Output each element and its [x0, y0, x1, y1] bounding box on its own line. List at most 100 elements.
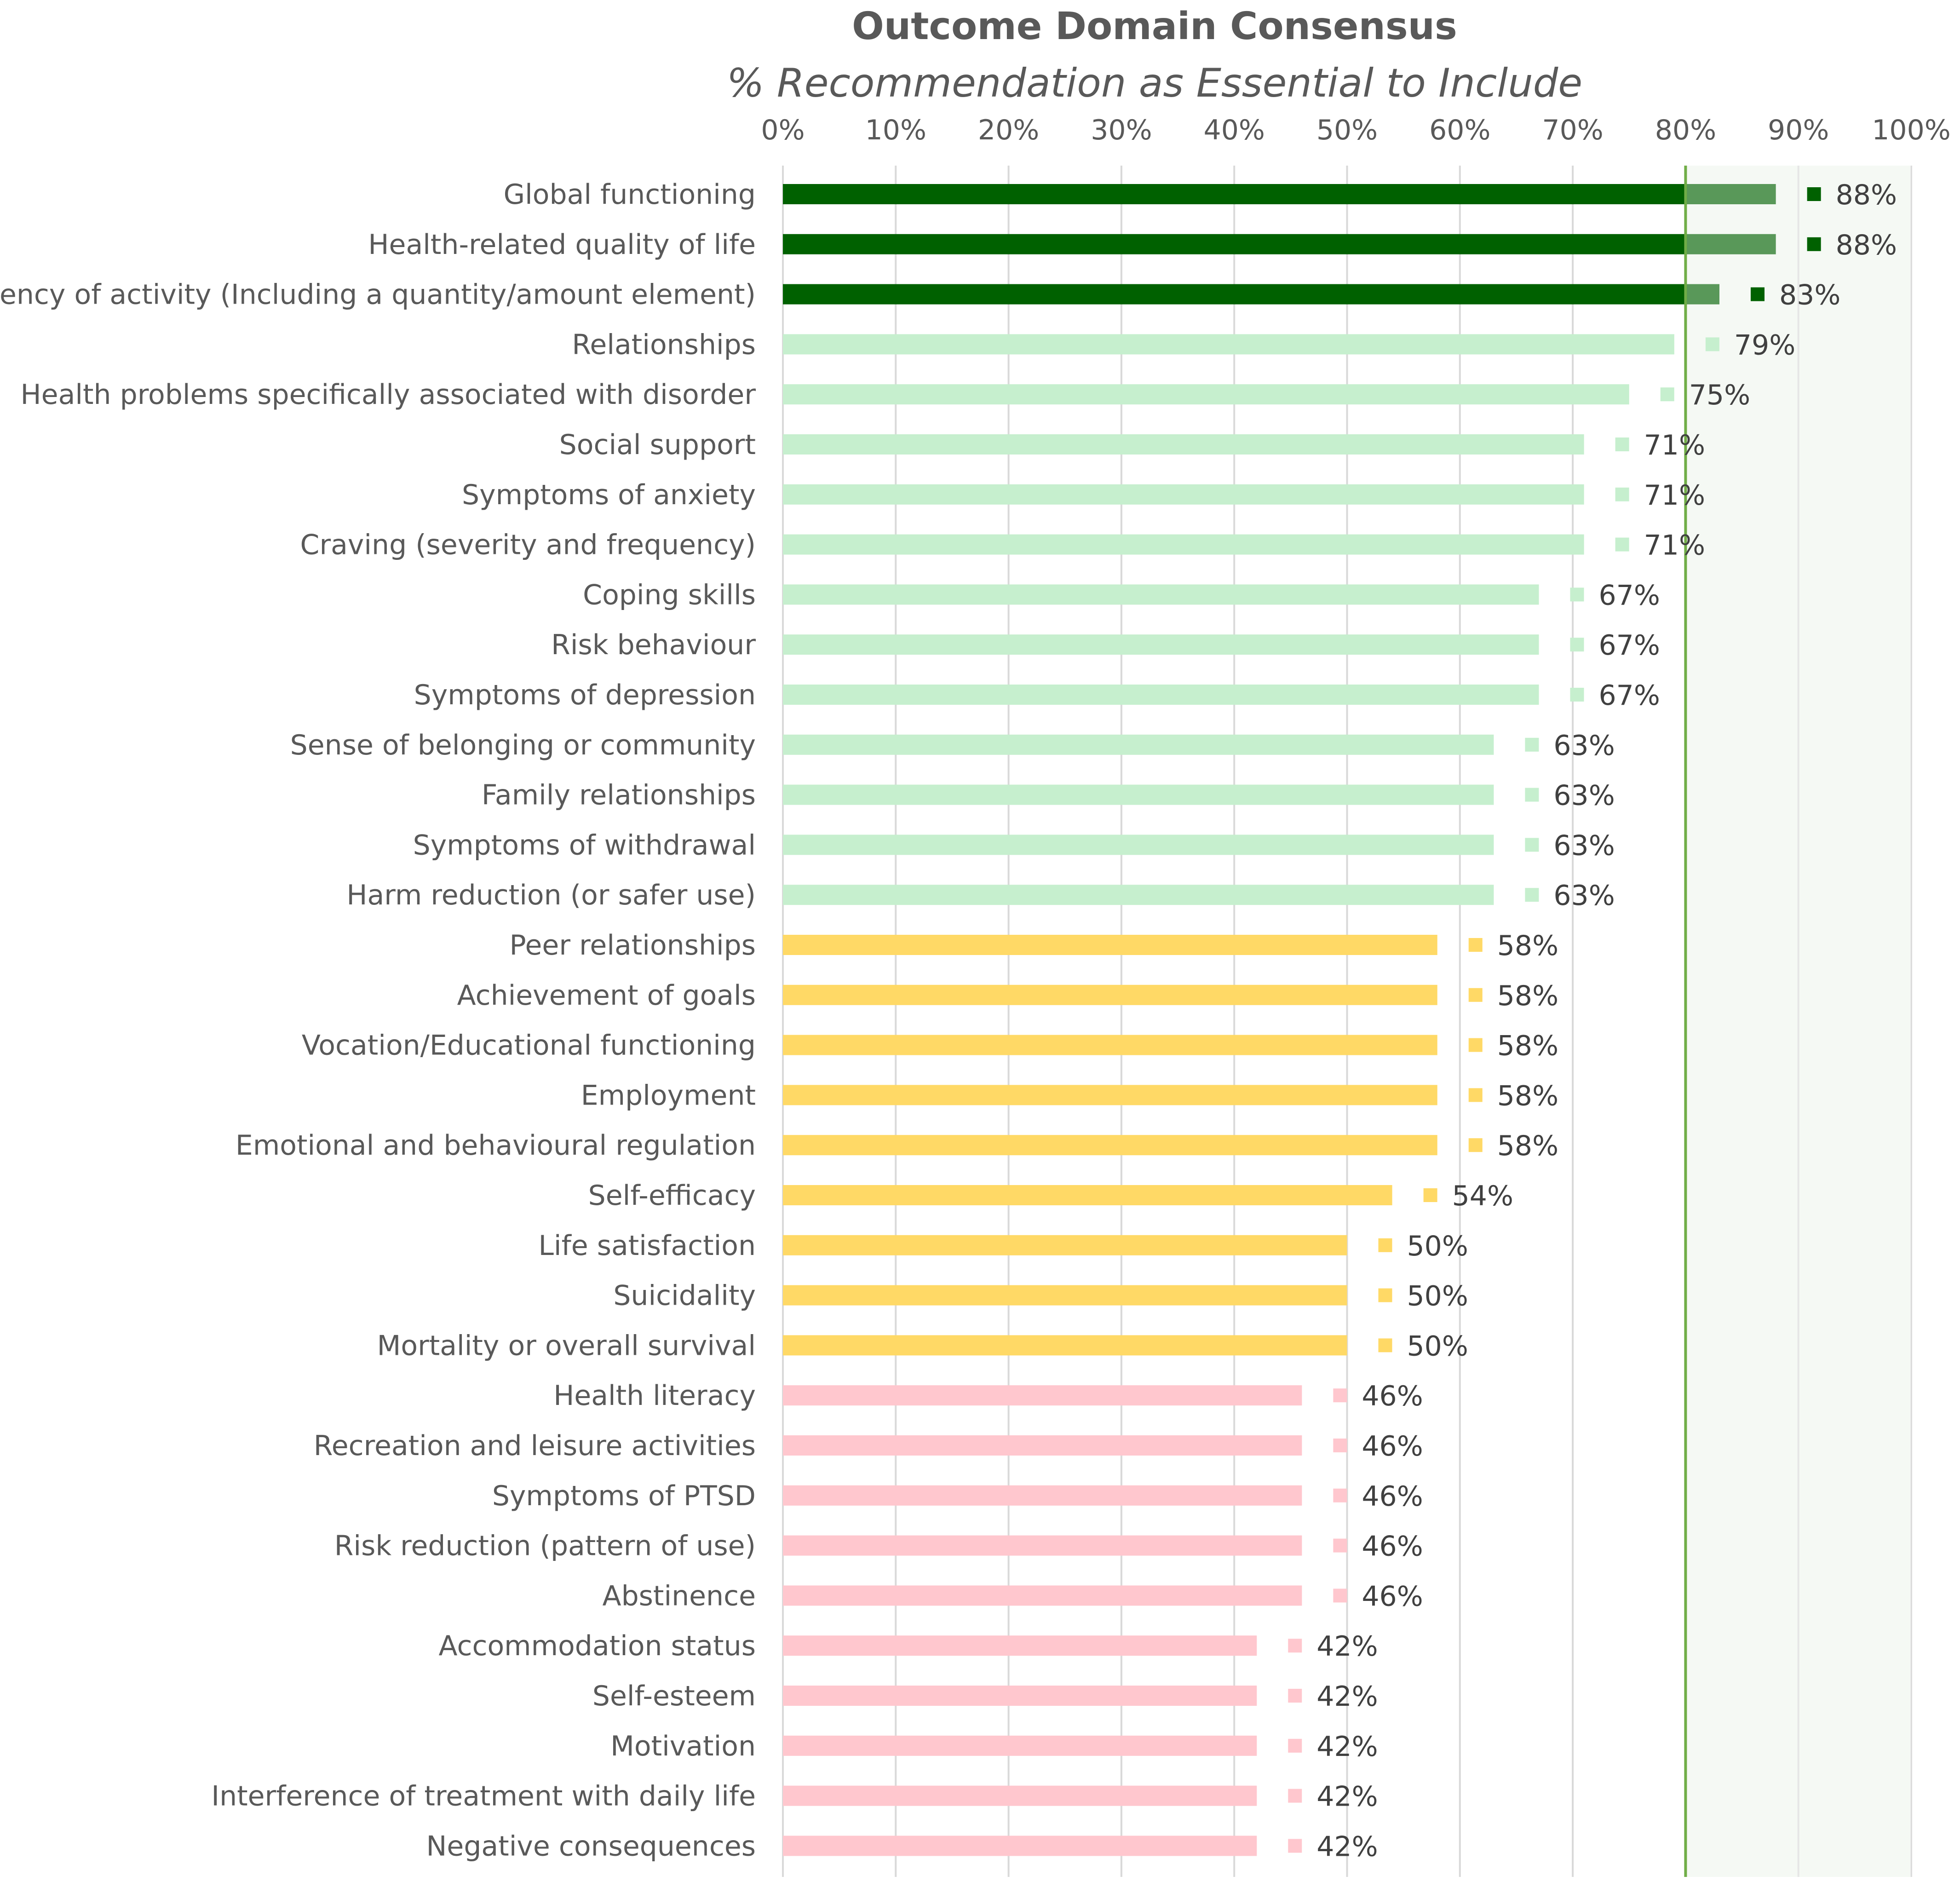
value-label: 71%: [1644, 529, 1705, 562]
x-tick-label: 60%: [1429, 114, 1490, 146]
bar: [783, 1135, 1437, 1156]
bar: [783, 1085, 1437, 1105]
value-marker: [1288, 1639, 1302, 1653]
value-label: 42%: [1316, 1781, 1378, 1813]
value-label: 50%: [1407, 1230, 1468, 1262]
bar: [783, 1485, 1302, 1506]
x-tick-label: 100%: [1872, 114, 1951, 146]
value-marker: [1333, 1488, 1347, 1502]
value-label: 71%: [1644, 479, 1705, 512]
bar: [783, 685, 1539, 705]
bar: [783, 1535, 1302, 1556]
value-marker: [1525, 737, 1539, 752]
value-label: 46%: [1362, 1430, 1423, 1462]
bar: [783, 184, 1776, 204]
value-label: 42%: [1316, 1731, 1378, 1763]
bar: [783, 284, 1719, 305]
value-marker: [1705, 337, 1719, 351]
category-label: Negative consequences: [426, 1830, 756, 1862]
value-marker: [1615, 487, 1629, 501]
bar: [783, 384, 1629, 405]
bar: [783, 1785, 1257, 1806]
category-label: Employment: [581, 1079, 756, 1111]
value-label: 46%: [1362, 1380, 1423, 1412]
value-label: 63%: [1553, 780, 1615, 812]
category-label: Accommodation status: [438, 1630, 756, 1662]
category-label: Symptoms of anxiety: [462, 479, 756, 511]
category-label: Risk behaviour: [551, 629, 756, 661]
category-label: Motivation: [610, 1730, 756, 1762]
category-label: Symptoms of depression: [414, 679, 756, 711]
category-label: Coping skills: [583, 579, 756, 611]
bar: [783, 584, 1539, 605]
bar: [783, 434, 1584, 455]
x-tick-label: 90%: [1768, 114, 1829, 146]
category-label: Health-related quality of life: [368, 229, 756, 261]
category-label: Health problems specifically associated …: [21, 379, 756, 411]
value-marker: [1468, 1088, 1483, 1102]
x-tick-label: 40%: [1204, 114, 1265, 146]
value-label: 46%: [1362, 1531, 1423, 1563]
category-label: Suicidality: [613, 1280, 756, 1312]
category-label: Self-efficacy: [588, 1180, 756, 1212]
value-marker: [1525, 888, 1539, 902]
value-marker: [1660, 387, 1674, 402]
bar: [783, 1235, 1347, 1255]
value-label: 46%: [1362, 1580, 1423, 1612]
bar: [783, 484, 1584, 505]
category-label: Social support: [559, 429, 756, 461]
category-label: Life satisfaction: [539, 1230, 756, 1262]
bar: [783, 1836, 1257, 1856]
value-label: 67%: [1599, 579, 1660, 611]
category-label: Relationships: [572, 328, 756, 361]
category-label: Risk reduction (pattern of use): [334, 1530, 756, 1562]
value-marker: [1570, 587, 1584, 602]
category-label: Health literacy: [553, 1380, 756, 1412]
value-marker: [1333, 1538, 1347, 1553]
value-label: 67%: [1599, 629, 1660, 662]
value-label: 58%: [1497, 980, 1558, 1012]
value-label: 83%: [1779, 279, 1840, 311]
value-label: 42%: [1316, 1681, 1378, 1713]
bar: [783, 1435, 1302, 1456]
bar: [783, 1385, 1302, 1406]
value-label: 58%: [1497, 1080, 1558, 1112]
chart-title: Outcome Domain Consensus: [852, 5, 1457, 48]
bar: [783, 634, 1539, 655]
category-label: Sense of belonging or community: [290, 729, 756, 761]
category-label: Frequency of activity (Including a quant…: [0, 279, 756, 311]
category-label: Peer relationships: [509, 929, 756, 961]
category-label: Vocation/Educational functioning: [302, 1030, 756, 1062]
value-label: 88%: [1836, 179, 1897, 211]
x-tick-label: 30%: [1091, 114, 1152, 146]
value-marker: [1615, 437, 1629, 451]
value-marker: [1468, 938, 1483, 952]
value-marker: [1570, 688, 1584, 702]
value-label: 67%: [1599, 679, 1660, 712]
bar: [783, 885, 1494, 905]
value-label: 42%: [1316, 1830, 1378, 1863]
bar: [783, 1035, 1437, 1055]
category-label: Global functioning: [504, 178, 756, 211]
value-label: 75%: [1689, 379, 1750, 411]
value-marker: [1468, 1138, 1483, 1152]
value-marker: [1750, 287, 1765, 301]
category-label: Family relationships: [482, 779, 756, 812]
value-label: 58%: [1497, 1130, 1558, 1162]
value-marker: [1333, 1388, 1347, 1403]
bar: [783, 734, 1494, 755]
value-marker: [1288, 1689, 1302, 1703]
value-label: 88%: [1836, 229, 1897, 261]
bar: [783, 1635, 1257, 1656]
value-label: 63%: [1553, 730, 1615, 762]
value-label: 54%: [1452, 1180, 1513, 1212]
category-label: Interference of treatment with daily lif…: [211, 1780, 756, 1813]
bar: [783, 1735, 1257, 1756]
bar: [783, 935, 1437, 955]
bar: [783, 334, 1674, 355]
bar: [783, 835, 1494, 855]
value-label: 58%: [1497, 930, 1558, 962]
category-label: Abstinence: [603, 1580, 756, 1612]
